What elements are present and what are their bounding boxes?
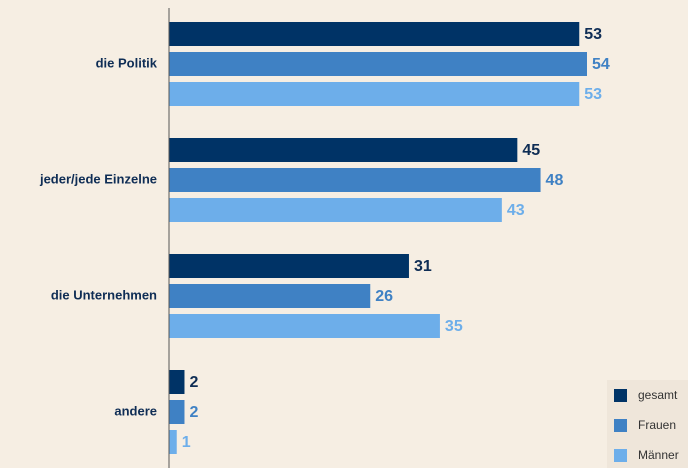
category-label: jeder/jede Einzelne xyxy=(39,171,157,186)
value-label: 1 xyxy=(182,434,191,451)
value-label: 26 xyxy=(375,288,393,305)
bar xyxy=(169,168,541,192)
value-label: 2 xyxy=(189,404,198,421)
bar xyxy=(169,82,580,106)
category-label: andere xyxy=(114,403,157,418)
value-label: 48 xyxy=(546,172,564,189)
value-label: 43 xyxy=(507,202,525,219)
legend-label: Frauen xyxy=(638,418,676,432)
value-label: 53 xyxy=(584,86,602,103)
legend-swatch xyxy=(614,389,627,402)
bar xyxy=(169,198,502,222)
value-label: 31 xyxy=(414,258,432,275)
category-label: die Politik xyxy=(96,55,158,70)
legend-swatch xyxy=(614,449,627,462)
value-label: 45 xyxy=(522,142,540,159)
bar xyxy=(169,314,440,338)
value-label: 35 xyxy=(445,318,463,335)
bar xyxy=(169,400,185,424)
bar xyxy=(169,22,580,46)
legend-label: Männer xyxy=(638,448,679,462)
bar xyxy=(169,254,409,278)
legend-swatch xyxy=(614,419,627,432)
legend-label: gesamt xyxy=(638,388,678,402)
category-label: die Unternehmen xyxy=(51,287,157,302)
bar xyxy=(169,52,587,76)
bar xyxy=(169,430,177,454)
bar xyxy=(169,284,371,308)
value-label: 2 xyxy=(189,374,198,391)
value-label: 54 xyxy=(592,56,610,73)
value-label: 53 xyxy=(584,26,602,43)
bar xyxy=(169,138,518,162)
bar xyxy=(169,370,185,394)
